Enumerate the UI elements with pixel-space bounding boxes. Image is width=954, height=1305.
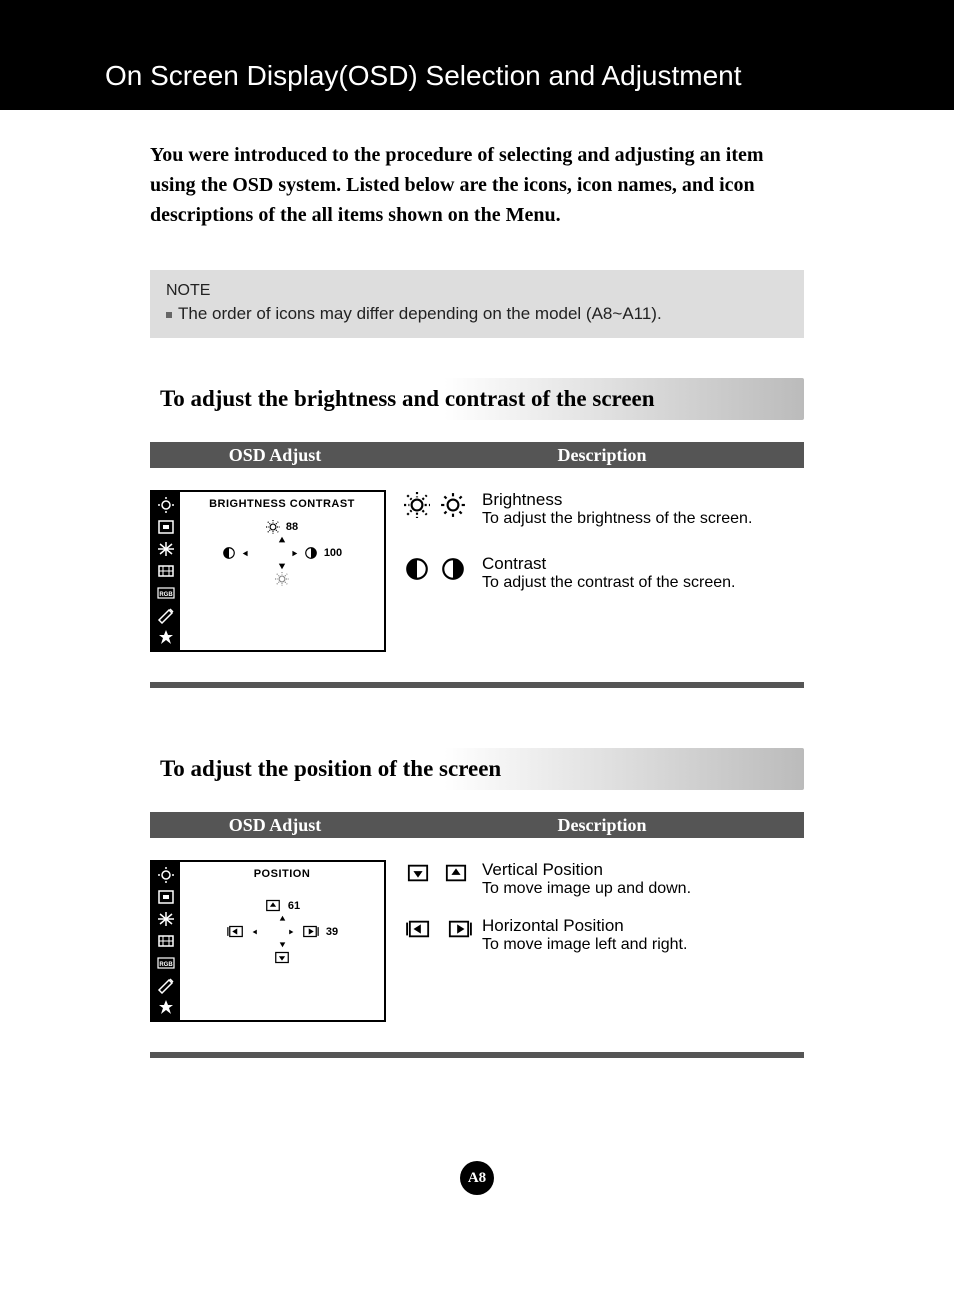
contrast-icon [404,556,430,592]
osd-panel-title: BRIGHTNESS CONTRAST [184,498,380,510]
osd-panel-brightness: BRIGHTNESS CONTRAST 88 100 [150,490,386,652]
brightness-title: Brightness [482,490,752,510]
sidebar-shape-icon [156,932,176,950]
osd-panel-title-2: POSITION [184,868,380,880]
osd-brightness-line: 88 [184,520,380,534]
section2-row: POSITION 61 39 [150,860,804,1022]
hpos-desc: To move image left and right. [482,936,687,954]
hpos-left-icon [404,918,434,954]
sidebar-position-icon [156,518,176,536]
sidebar-shape-icon [156,562,176,580]
section1-row: BRIGHTNESS CONTRAST 88 100 [150,490,804,652]
col-osd-adjust: OSD Adjust [150,445,400,466]
page-header: On Screen Display(OSD) Selection and Adj… [0,0,954,110]
section2-heading: To adjust the position of the screen [150,748,804,790]
sidebar-setup-icon [156,976,176,994]
osd-contrast-value: 100 [324,547,342,559]
note-bullet-icon [166,312,172,318]
sidebar-brightness-icon [156,866,176,884]
col-description: Description [400,445,804,466]
sidebar-position-icon [156,888,176,906]
sidebar-star-icon [156,628,176,646]
contrast-icon-alt [440,556,466,592]
page-number: A8 [460,1161,494,1195]
section1-descriptions: Brightness To adjust the brightness of t… [404,490,804,618]
sidebar-size-icon [156,540,176,558]
section1-rule [150,682,804,688]
hpos-right-icon [444,918,474,954]
page-title: On Screen Display(OSD) Selection and Adj… [105,60,954,92]
section2-table-header: OSD Adjust Description [150,812,804,838]
section2-descriptions: Vertical Position To move image up and d… [404,860,804,980]
osd-hpos-line: 39 [184,924,380,939]
vpos-up-icon [442,862,470,898]
sidebar-rgb-icon [156,584,176,602]
vpos-title: Vertical Position [482,860,691,880]
contrast-title: Contrast [482,554,735,574]
section2-rule [150,1052,804,1058]
note-box: NOTE The order of icons may differ depen… [150,270,804,338]
osd-sidebar [152,492,180,650]
note-text: The order of icons may differ depending … [166,304,788,324]
sidebar-star-icon [156,998,176,1016]
osd-body-brightness: BRIGHTNESS CONTRAST 88 100 [180,492,384,650]
section1-heading: To adjust the brightness and contrast of… [150,378,804,420]
desc-hpos: Horizontal Position To move image left a… [404,916,804,954]
sidebar-brightness-icon [156,496,176,514]
osd-vpos-value: 61 [288,900,300,912]
osd-vpos-line: 61 [184,898,380,913]
osd-brightness-value: 88 [286,521,298,533]
section1-table-header: OSD Adjust Description [150,442,804,468]
desc-contrast: Contrast To adjust the contrast of the s… [404,554,804,592]
content-area: You were introduced to the procedure of … [0,110,954,1058]
brightness-icon [404,492,430,528]
hpos-title: Horizontal Position [482,916,687,936]
osd-body-position: POSITION 61 39 [180,862,384,1020]
sidebar-setup-icon [156,606,176,624]
osd-sidebar-2 [152,862,180,1020]
note-label: NOTE [166,282,788,300]
sidebar-size-icon [156,910,176,928]
contrast-desc: To adjust the contrast of the screen. [482,574,735,592]
osd-hpos-value: 39 [326,926,338,938]
osd-panel-position: POSITION 61 39 [150,860,386,1022]
intro-paragraph: You were introduced to the procedure of … [150,140,804,230]
vpos-down-icon [404,862,432,898]
brightness-icon-alt [440,492,466,528]
vpos-desc: To move image up and down. [482,880,691,898]
osd-contrast-line: 100 [184,546,380,560]
desc-vpos: Vertical Position To move image up and d… [404,860,804,898]
col-osd-adjust-2: OSD Adjust [150,815,400,836]
brightness-desc: To adjust the brightness of the screen. [482,510,752,528]
sidebar-rgb-icon [156,954,176,972]
note-text-content: The order of icons may differ depending … [178,304,662,323]
col-description-2: Description [400,815,804,836]
desc-brightness: Brightness To adjust the brightness of t… [404,490,804,528]
